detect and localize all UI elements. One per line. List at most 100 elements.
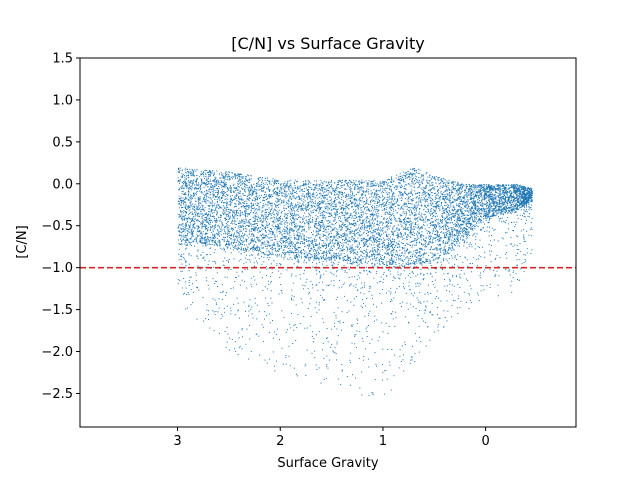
data-point bbox=[369, 219, 371, 221]
data-point bbox=[347, 240, 349, 242]
data-point bbox=[236, 229, 238, 231]
data-point bbox=[505, 202, 507, 204]
data-point bbox=[511, 206, 513, 208]
data-point bbox=[252, 190, 254, 192]
data-point bbox=[387, 182, 389, 184]
data-point bbox=[215, 189, 217, 191]
data-point bbox=[304, 243, 306, 245]
data-point bbox=[513, 189, 515, 191]
data-point bbox=[247, 221, 249, 223]
data-point bbox=[488, 185, 490, 187]
data-point bbox=[370, 224, 372, 226]
data-point bbox=[438, 234, 440, 236]
data-point bbox=[426, 200, 428, 202]
data-point bbox=[421, 205, 423, 207]
data-point bbox=[302, 229, 304, 231]
data-point bbox=[258, 189, 260, 191]
data-point bbox=[335, 187, 337, 189]
data-point bbox=[190, 201, 192, 203]
data-point bbox=[205, 228, 207, 230]
data-point bbox=[230, 203, 232, 205]
data-point bbox=[314, 186, 316, 188]
data-point bbox=[398, 228, 400, 230]
data-point bbox=[320, 221, 322, 223]
data-point bbox=[470, 228, 472, 230]
data-point bbox=[457, 188, 459, 190]
data-point bbox=[269, 211, 271, 213]
data-point bbox=[189, 222, 191, 224]
data-point bbox=[287, 245, 289, 247]
data-point bbox=[272, 249, 274, 251]
data-point bbox=[513, 188, 515, 190]
data-point bbox=[409, 218, 411, 220]
data-point bbox=[489, 198, 491, 200]
data-point bbox=[306, 238, 308, 240]
data-point bbox=[519, 199, 521, 201]
data-point bbox=[183, 183, 185, 185]
data-point bbox=[457, 216, 459, 218]
data-point bbox=[227, 175, 229, 177]
data-point bbox=[484, 195, 486, 197]
data-point bbox=[464, 202, 466, 204]
data-point bbox=[373, 226, 375, 228]
data-point bbox=[508, 192, 510, 194]
data-point bbox=[373, 189, 375, 191]
data-point bbox=[187, 180, 189, 182]
data-point bbox=[350, 181, 352, 183]
data-point bbox=[290, 206, 292, 208]
data-point bbox=[181, 187, 183, 189]
data-point bbox=[221, 200, 223, 202]
data-point bbox=[233, 211, 235, 213]
data-point bbox=[419, 211, 421, 213]
data-point bbox=[258, 231, 260, 233]
data-point bbox=[302, 218, 304, 220]
data-point bbox=[347, 225, 349, 227]
data-point bbox=[528, 189, 530, 191]
data-point bbox=[514, 184, 516, 186]
data-point bbox=[465, 194, 467, 196]
data-point bbox=[448, 232, 450, 234]
data-point bbox=[376, 239, 378, 241]
data-point bbox=[447, 233, 449, 235]
data-point bbox=[340, 224, 342, 226]
data-point bbox=[289, 197, 291, 199]
data-point bbox=[500, 212, 502, 214]
data-point bbox=[379, 261, 381, 263]
data-point bbox=[331, 184, 333, 186]
data-point bbox=[421, 189, 423, 191]
data-point bbox=[393, 217, 395, 219]
data-point bbox=[465, 203, 467, 205]
data-point bbox=[298, 217, 300, 219]
data-point bbox=[180, 198, 182, 200]
data-point bbox=[356, 200, 358, 202]
data-point bbox=[490, 198, 492, 200]
data-point bbox=[473, 212, 475, 214]
data-point bbox=[315, 210, 317, 212]
data-point bbox=[366, 222, 368, 224]
data-point bbox=[184, 181, 186, 183]
data-point bbox=[515, 206, 517, 208]
data-point bbox=[448, 188, 450, 190]
data-point bbox=[398, 217, 400, 219]
data-point bbox=[335, 252, 337, 254]
data-point bbox=[467, 222, 469, 224]
data-point bbox=[282, 218, 284, 220]
data-point bbox=[459, 233, 461, 235]
data-point bbox=[357, 204, 359, 206]
data-point bbox=[431, 194, 433, 196]
data-point bbox=[318, 221, 320, 223]
data-point bbox=[313, 193, 315, 195]
data-point bbox=[299, 226, 301, 228]
data-point bbox=[287, 195, 289, 197]
data-point bbox=[234, 186, 236, 188]
data-point bbox=[397, 237, 399, 239]
data-point bbox=[346, 218, 348, 220]
data-point bbox=[249, 186, 251, 188]
data-point bbox=[486, 215, 488, 217]
data-point bbox=[491, 189, 493, 191]
data-point bbox=[434, 216, 436, 218]
data-point bbox=[326, 225, 328, 227]
data-point bbox=[300, 252, 302, 254]
data-point bbox=[505, 206, 507, 208]
data-point bbox=[258, 237, 260, 239]
